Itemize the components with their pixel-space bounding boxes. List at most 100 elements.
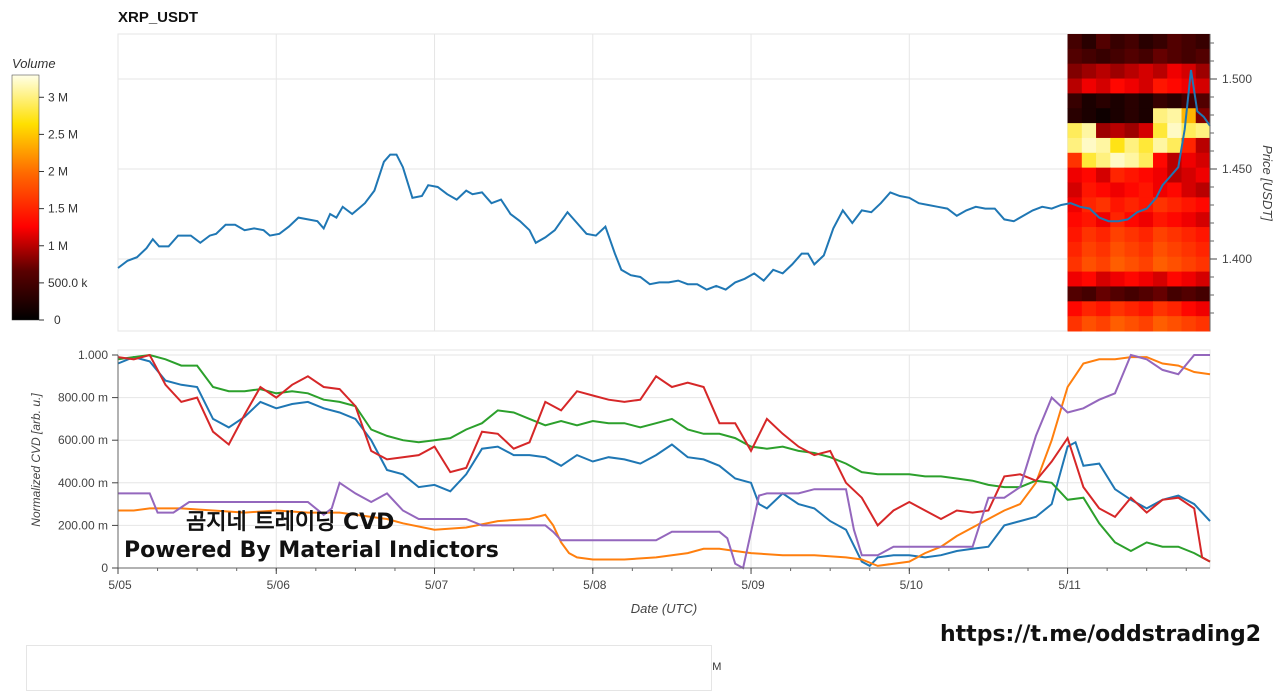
heatmap-cell [1067, 301, 1083, 317]
heatmap-cell [1181, 197, 1197, 213]
heatmap-cell [1153, 78, 1168, 94]
heatmap-cell [1181, 48, 1197, 65]
heatmap-cell [1081, 152, 1097, 169]
heatmap-cell [1124, 34, 1140, 50]
colorbar-tick-label: 0 [54, 313, 61, 327]
heatmap-cell [1124, 78, 1140, 94]
heatmap-cell [1067, 48, 1083, 65]
x-tick-label: 5/08 [583, 578, 607, 592]
heatmap-cell [1124, 93, 1140, 109]
heatmap-cell [1181, 137, 1197, 154]
heatmap-cell [1138, 123, 1154, 139]
heatmap-cell [1124, 108, 1140, 124]
heatmap-cell [1096, 182, 1111, 198]
price-line [117, 69, 1211, 291]
colorbar-gradient [11, 74, 40, 321]
heatmap-cell [1124, 48, 1140, 65]
heatmap-cell [1110, 123, 1126, 139]
heatmap-cell [1181, 108, 1197, 124]
heatmap-cell [1167, 271, 1183, 287]
heatmap-cell [1195, 78, 1211, 94]
heatmap-cell [1124, 256, 1140, 273]
colorbar: Volume 0 500.0 k 1 M 1.5 M 2 M 2.5 M 3 M [11, 56, 88, 327]
price-chart-title: XRP_USDT [118, 9, 198, 26]
heatmap-cell [1067, 93, 1083, 109]
heatmap-cell [1096, 316, 1111, 332]
heatmap-cell [1067, 286, 1083, 302]
heatmap-cell [1081, 93, 1097, 109]
heatmap-cell [1153, 34, 1168, 50]
x-tick-label: 5/05 [108, 578, 132, 592]
heatmap-cell [1110, 212, 1126, 228]
heatmap-cell [1195, 34, 1211, 50]
heatmap-cell [1195, 167, 1211, 183]
overlay-title: 곰지네 트레이딩 CVD [186, 510, 395, 535]
colorbar-tick-label: 1 M [48, 239, 68, 253]
heatmap-cell [1067, 34, 1083, 50]
legend-frame [26, 645, 712, 691]
heatmap-cell [1110, 271, 1126, 287]
heatmap-cell [1138, 167, 1154, 183]
heatmap-cell [1167, 167, 1183, 183]
heatmap-cell [1167, 286, 1183, 302]
heatmap-cell [1067, 316, 1083, 332]
heatmap-cell [1195, 182, 1211, 198]
heatmap-cell [1124, 123, 1140, 139]
heatmap-cell [1195, 286, 1211, 302]
heatmap-cell [1124, 137, 1140, 154]
heatmap-cell [1195, 316, 1211, 332]
heatmap-cell [1067, 108, 1083, 124]
heatmap-cell [1081, 48, 1097, 65]
heatmap-cell [1153, 152, 1168, 169]
heatmap-cell [1124, 167, 1140, 183]
cvd-tick-label: 0 [101, 561, 108, 575]
heatmap-cell [1110, 182, 1126, 198]
heatmap-cell [1153, 316, 1168, 332]
heatmap-cell [1195, 48, 1211, 65]
heatmap-cell [1153, 271, 1168, 287]
cvd-line-s1k [117, 353, 1211, 563]
heatmap-cell [1138, 182, 1154, 198]
heatmap-cell [1153, 241, 1168, 258]
heatmap-cell [1096, 78, 1111, 94]
heatmap-cell [1181, 316, 1197, 332]
x-tick-label: 5/09 [741, 578, 765, 592]
heatmap-cell [1081, 182, 1097, 198]
colorbar-tick-label: 500.0 k [48, 276, 88, 290]
heatmap-cell [1067, 167, 1083, 183]
heatmap-cell [1096, 63, 1111, 80]
heatmap-cell [1167, 34, 1183, 50]
heatmap-cell [1195, 271, 1211, 287]
heatmap-cell [1124, 301, 1140, 317]
x-tick-label: 5/06 [267, 578, 291, 592]
heatmap-cell [1138, 63, 1154, 80]
heatmap-cell [1096, 152, 1111, 169]
heatmap-cell [1081, 227, 1097, 243]
heatmap-cell [1138, 197, 1154, 213]
cvd-line-s100 [118, 356, 1211, 567]
heatmap-cell [1096, 286, 1111, 302]
cvd-tick-label: 800.00 m [58, 391, 108, 405]
price-tick-label: 1.500 [1222, 72, 1252, 86]
heatmap-cell [1124, 316, 1140, 332]
heatmap-cell [1081, 108, 1097, 124]
heatmap-cell [1181, 241, 1197, 258]
heatmap-cell [1124, 182, 1140, 198]
price-tick-label: 1.450 [1222, 162, 1252, 176]
heatmap-cell [1067, 123, 1083, 139]
heatmap-cell [1167, 137, 1183, 154]
heatmap-cell [1124, 227, 1140, 243]
heatmap-cell [1096, 241, 1111, 258]
heatmap-cell [1067, 78, 1083, 94]
heatmap-cell [1138, 256, 1154, 273]
heatmap-cell [1081, 137, 1097, 154]
cvd-line-s100k [118, 353, 1210, 570]
heatmap-cell [1067, 256, 1083, 273]
colorbar-tick-label: 2.5 M [48, 127, 78, 141]
heatmap-cell [1153, 123, 1168, 139]
heatmap-cell [1110, 197, 1126, 213]
colorbar-tick-label: 2 M [48, 165, 68, 179]
cvd-line-s10k [117, 353, 1211, 563]
channel-url[interactable]: https://t.me/oddstrading2 [940, 622, 1262, 647]
